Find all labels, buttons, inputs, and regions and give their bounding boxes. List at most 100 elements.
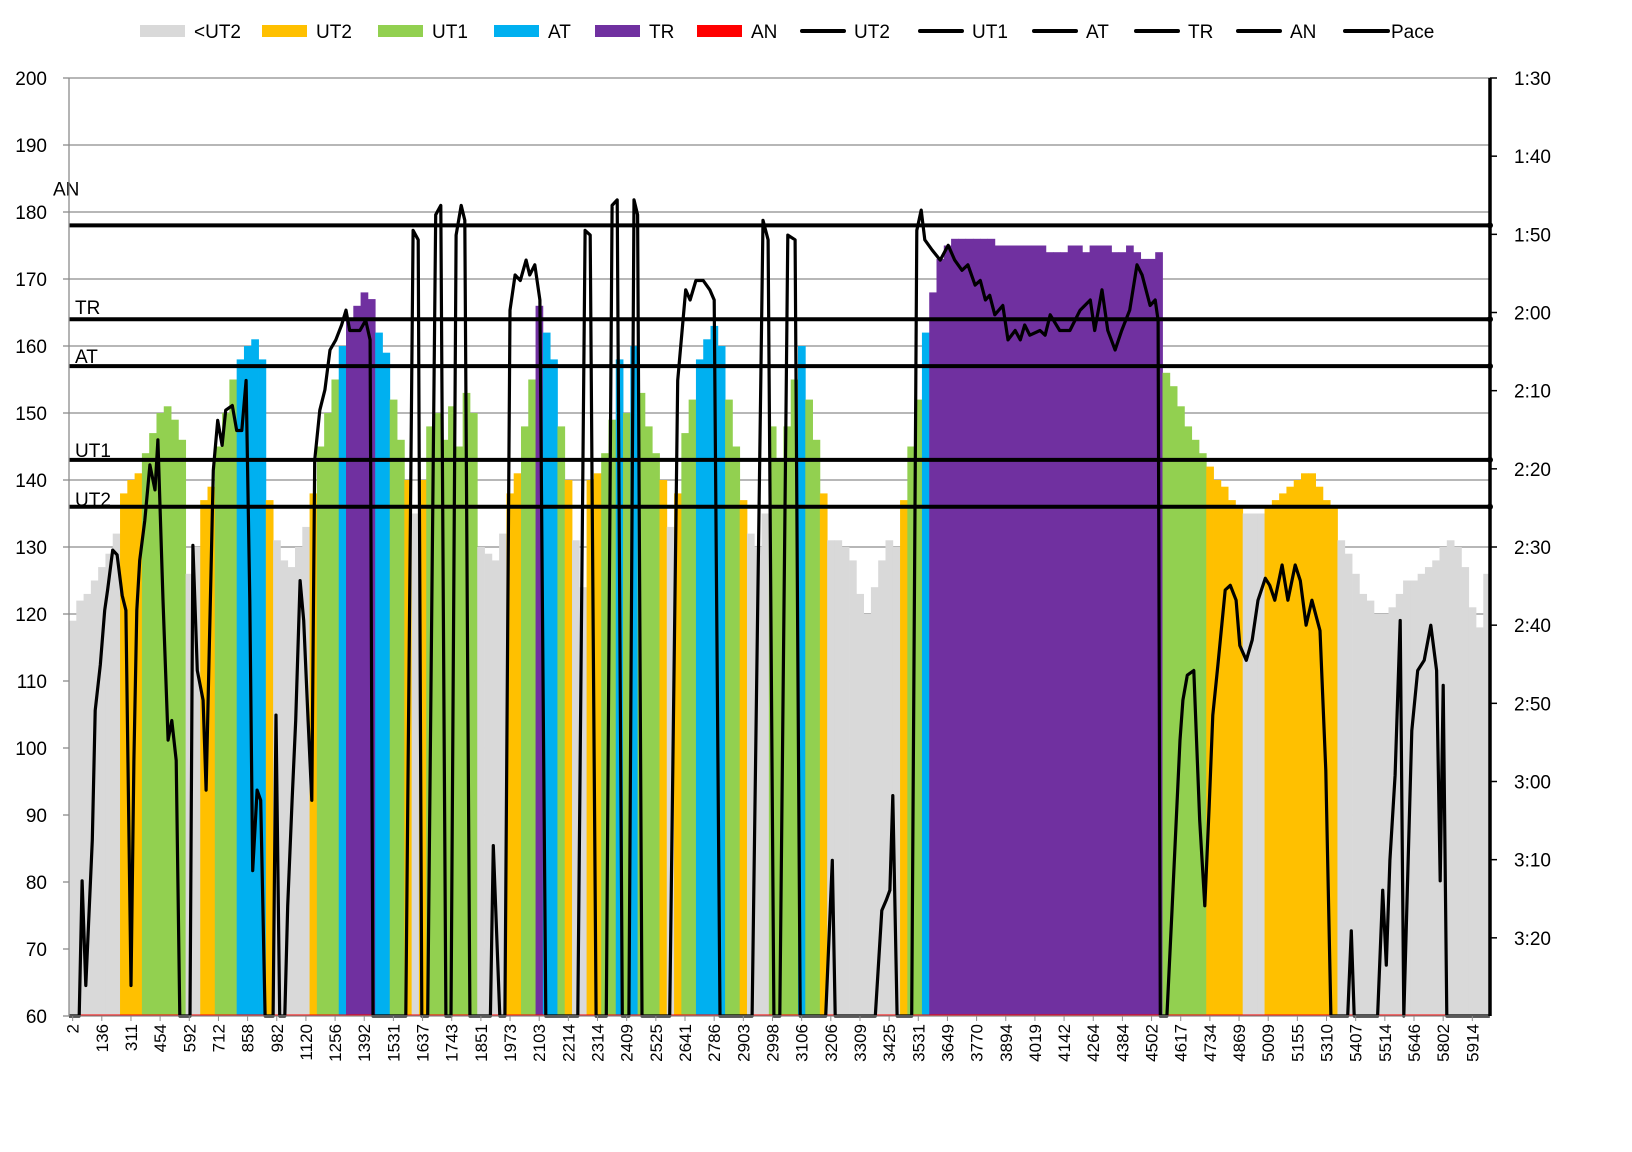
hr-bar	[411, 513, 420, 1016]
hr-bar	[1082, 252, 1090, 1016]
hr-bar	[1454, 547, 1462, 1016]
hr-bar	[601, 453, 609, 1016]
hr-bar	[819, 493, 828, 1016]
legend-label: UT2	[854, 22, 890, 43]
hr-bar	[1213, 480, 1222, 1016]
hr-bar	[1140, 258, 1149, 1016]
hr-bar	[849, 560, 857, 1016]
hr-bar	[469, 413, 478, 1016]
x-tick-label: 2903	[734, 1024, 753, 1062]
x-tick-label: 5310	[1318, 1024, 1337, 1062]
hr-bar	[936, 258, 945, 1016]
hr-bar	[141, 453, 150, 1016]
x-tick-label: 1637	[414, 1024, 433, 1062]
y-tick-label: 190	[15, 136, 47, 157]
hr-bar	[105, 553, 114, 1016]
hr-bar	[1198, 453, 1207, 1016]
x-tick-label: 2525	[647, 1024, 666, 1062]
hr-bar	[178, 439, 187, 1016]
hr-bar	[1147, 258, 1156, 1016]
x-tick-label: 982	[268, 1024, 287, 1052]
x-tick-label: 4502	[1143, 1024, 1162, 1062]
hr-bar	[382, 352, 391, 1016]
hr-bar	[528, 379, 536, 1016]
x-tick-label: 311	[122, 1024, 141, 1051]
hr-bar	[1104, 245, 1112, 1016]
hr-bar	[805, 399, 813, 1017]
x-tick-label: 2	[64, 1024, 83, 1033]
hr-bar	[1067, 245, 1076, 1016]
hr-bar	[1432, 560, 1440, 1016]
hr-bar	[1403, 580, 1411, 1016]
y2-tick-label: 3:10	[1514, 851, 1551, 872]
hr-bar	[929, 292, 937, 1016]
y2-tick-label: 2:00	[1514, 304, 1551, 325]
x-tick-label: 2103	[530, 1024, 549, 1062]
hr-bar	[353, 305, 361, 1016]
x-tick-label: 1120	[297, 1024, 316, 1061]
hr-bar	[717, 346, 726, 1016]
y2-tick-label: 2:50	[1514, 694, 1551, 715]
y-tick-label: 120	[15, 605, 47, 626]
hr-bar	[229, 379, 238, 1016]
hr-bar	[1373, 614, 1382, 1016]
hr-bar	[972, 238, 981, 1017]
hr-bar	[207, 486, 216, 1016]
hr-bar	[302, 526, 310, 1016]
hr-bar	[783, 426, 792, 1016]
threshold-label-ut2: UT2	[75, 490, 111, 511]
y-tick-label: 110	[17, 672, 47, 693]
x-tick-label: 5914	[1463, 1024, 1482, 1062]
hr-bar	[623, 413, 631, 1016]
y-tick-label: 160	[15, 337, 47, 358]
threshold-lines: UT2 UT1 AT TR AN	[53, 179, 1493, 511]
threshold-label-ut1: UT1	[75, 441, 111, 462]
hr-bar	[812, 439, 821, 1016]
hr-bar	[1264, 506, 1273, 1016]
hr-bar	[695, 359, 704, 1016]
legend-label: UT1	[432, 22, 468, 43]
legend-label: AN	[751, 22, 777, 43]
x-tick-label: 5646	[1405, 1024, 1424, 1062]
hr-bar	[557, 426, 566, 1016]
x-tick-label: 2314	[589, 1024, 608, 1062]
hr-bar	[127, 480, 136, 1016]
hr-bar	[542, 332, 551, 1017]
hr-bar	[134, 473, 143, 1016]
hr-bar	[841, 547, 850, 1016]
x-tick-label: 1851	[472, 1024, 491, 1062]
hr-bar	[550, 359, 558, 1016]
hr-bar	[185, 573, 194, 1016]
y-tick-label: 140	[15, 471, 47, 492]
hr-bar	[331, 379, 340, 1016]
x-tick-label: 4264	[1084, 1024, 1103, 1062]
legend-label: TR	[649, 22, 674, 43]
y2-tick-label: 1:40	[1514, 147, 1551, 168]
hr-bar	[83, 593, 92, 1016]
hr-bar	[1075, 245, 1083, 1016]
y-tick-label: 70	[26, 940, 47, 961]
hr-bar	[1038, 245, 1047, 1016]
y2-tick-label: 2:10	[1514, 382, 1551, 403]
hr-bar	[389, 399, 398, 1017]
hr-bar	[754, 547, 762, 1016]
hr-bar	[892, 547, 901, 1016]
x-tick-label: 5155	[1288, 1024, 1307, 1062]
hr-bar	[251, 339, 259, 1016]
legend-label: UT2	[316, 22, 352, 43]
hr-bar	[1395, 593, 1404, 1016]
x-tick-label: 5514	[1376, 1024, 1395, 1062]
hr-bar	[994, 245, 1003, 1016]
hr-bar	[265, 500, 274, 1017]
hr-bar	[513, 473, 522, 1016]
hr-bar	[1220, 486, 1229, 1016]
y2-tick-label: 2:40	[1514, 616, 1551, 637]
hr-bar	[258, 359, 267, 1016]
hr-bar	[943, 245, 952, 1016]
x-tick-label: 2998	[763, 1024, 782, 1062]
y-tick-label: 150	[15, 404, 47, 425]
hr-bar	[674, 493, 682, 1016]
hr-bar	[1424, 567, 1433, 1016]
hr-bar	[418, 480, 427, 1016]
hr-bar	[980, 238, 988, 1017]
